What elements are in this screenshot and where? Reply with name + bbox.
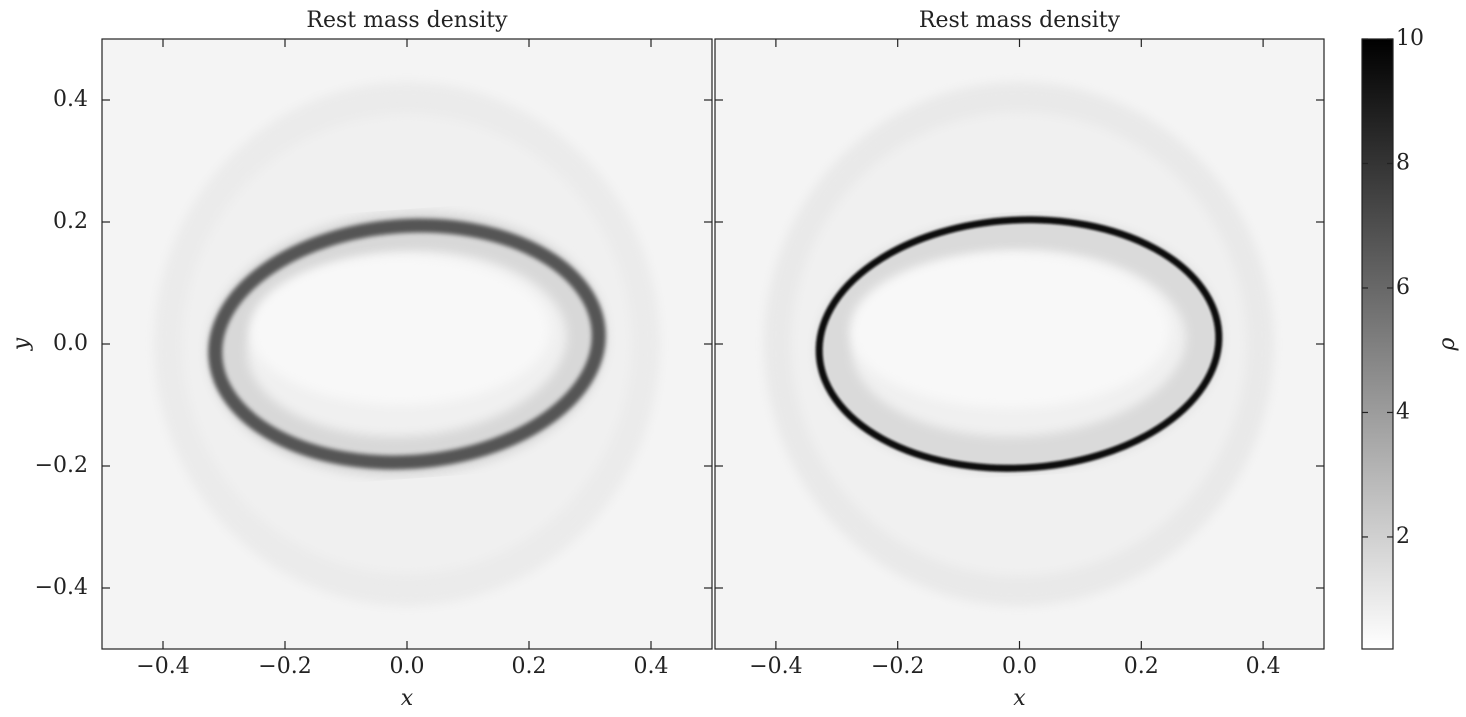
x-tick-label: 0.0 (1002, 654, 1037, 679)
y-tick-label: 0.0 (53, 331, 88, 356)
colorbar-tick-label: 4 (1396, 399, 1410, 424)
x-axis-label: x (401, 686, 414, 711)
density-image-right (715, 39, 1324, 649)
x-tick-label: −0.4 (136, 654, 189, 679)
x-tick-label: 0.2 (1124, 654, 1159, 679)
colorbar-tick-label: 10 (1396, 26, 1424, 51)
colorbar-label: ρ (1435, 337, 1460, 351)
panel-title: Rest mass density (919, 8, 1121, 33)
x-tick-label: 0.2 (512, 654, 547, 679)
y-tick-label: 0.4 (53, 87, 88, 112)
x-tick-label: −0.4 (749, 654, 802, 679)
colorbar-tick-label: 8 (1396, 150, 1410, 175)
panel-title: Rest mass density (306, 8, 508, 33)
x-tick-label: −0.2 (258, 654, 311, 679)
x-axis-label: x (1013, 686, 1026, 711)
colorbar (1361, 38, 1394, 650)
x-tick-label: 0.4 (1246, 654, 1281, 679)
x-tick-label: 0.0 (390, 654, 425, 679)
x-tick-label: −0.2 (871, 654, 924, 679)
y-tick-label: −0.4 (35, 575, 88, 600)
colorbar-tick-label: 6 (1396, 275, 1410, 300)
y-tick-label: −0.2 (35, 453, 88, 478)
x-tick-label: 0.4 (634, 654, 669, 679)
colorbar-tick-label: 2 (1396, 524, 1410, 549)
y-axis-label: y (9, 337, 34, 351)
y-tick-label: 0.2 (53, 209, 88, 234)
density-image-left (102, 39, 712, 649)
